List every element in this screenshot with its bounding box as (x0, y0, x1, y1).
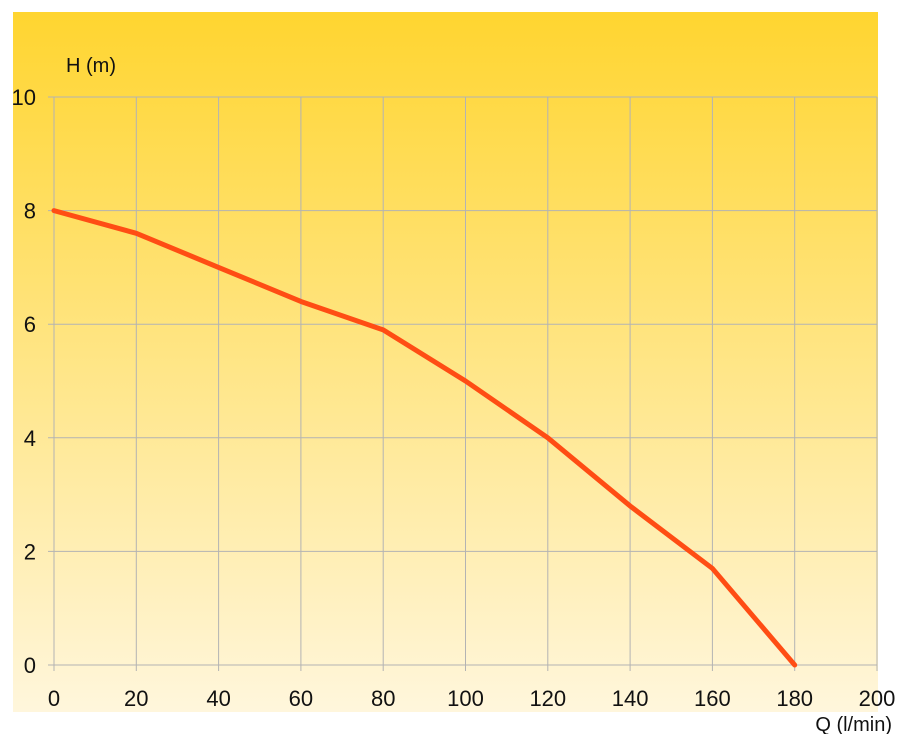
y-tick-label: 2 (24, 539, 36, 564)
x-tick-label: 40 (206, 686, 230, 711)
x-axis-label: Q (l/min) (815, 714, 892, 734)
y-tick-label: 6 (24, 312, 36, 337)
y-tick-label: 10 (12, 85, 36, 110)
y-axis-label: H (m) (66, 55, 116, 77)
x-tick-label: 180 (776, 686, 813, 711)
x-tick-label: 160 (694, 686, 731, 711)
x-tick-label: 140 (612, 686, 649, 711)
x-tick-label: 0 (48, 686, 60, 711)
x-tick-label: 20 (124, 686, 148, 711)
x-tick-labels: 0 20 40 60 80 100 120 140 160 180 200 (48, 686, 895, 711)
grid (48, 96, 878, 671)
x-tick-label: 120 (529, 686, 566, 711)
y-tick-label: 0 (24, 653, 36, 678)
y-tick-label: 8 (24, 199, 36, 224)
x-tick-label: 200 (859, 686, 896, 711)
y-tick-label: 4 (24, 426, 36, 451)
series-group (51, 208, 798, 668)
y-tick-labels: 0 2 4 6 8 10 (12, 85, 36, 678)
x-tick-label: 60 (289, 686, 313, 711)
x-tick-label: 80 (371, 686, 395, 711)
x-tick-label: 100 (447, 686, 484, 711)
series-line (51, 208, 798, 668)
